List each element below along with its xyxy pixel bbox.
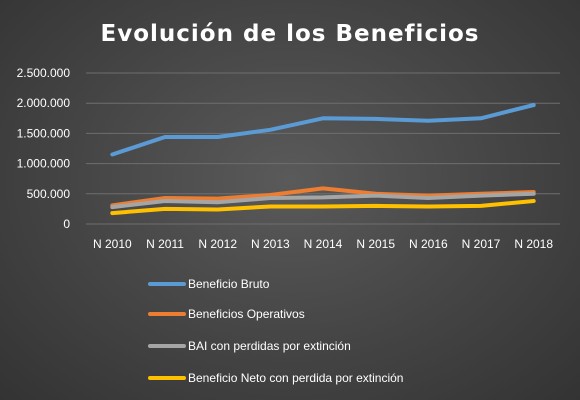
x-tick-label: N 2011 [146, 237, 184, 251]
y-axis-tick-labels: 0 500.000 1.000.000 1.500.000 2.000.000 2.500… [17, 66, 71, 231]
series-lines [110, 103, 536, 216]
series-line-4 [110, 199, 536, 216]
x-tick-label: N 2018 [514, 237, 553, 251]
x-tick-label: N 2015 [356, 237, 395, 251]
series-line-3 [110, 191, 536, 210]
legend-label: Beneficio Neto con perdida por extinción [188, 371, 403, 385]
y-tick-label: 0 [63, 217, 70, 231]
legend-label: Beneficio Bruto [188, 277, 270, 291]
x-axis-tick-labels: N 2010 N 2011 N 2012 N 2013 N 2014 N 2015 N 20… [93, 237, 553, 251]
gridlines [86, 72, 560, 225]
legend-label: Beneficios Operativos [188, 307, 305, 321]
y-tick-label: 500.000 [27, 187, 71, 201]
x-tick-label: N 2016 [409, 237, 448, 251]
y-tick-label: 2.500.000 [17, 66, 71, 80]
chart-title: Evolución de los Beneficios [101, 21, 480, 47]
y-tick-label: 1.500.000 [17, 126, 71, 140]
y-tick-label: 1.000.000 [17, 157, 71, 171]
y-tick-label: 2.000.000 [17, 96, 71, 110]
legend-label: BAI con perdidas por extinción [188, 339, 351, 353]
x-tick-label: N 2012 [198, 237, 237, 251]
x-tick-label: N 2013 [251, 237, 290, 251]
legend: Beneficio Bruto Beneficios Operativos BAI … [148, 277, 403, 385]
x-tick-label: N 2014 [304, 237, 343, 251]
x-tick-label: N 2017 [462, 237, 501, 251]
series-line-1 [110, 103, 536, 157]
x-tick-label: N 2010 [93, 237, 132, 251]
